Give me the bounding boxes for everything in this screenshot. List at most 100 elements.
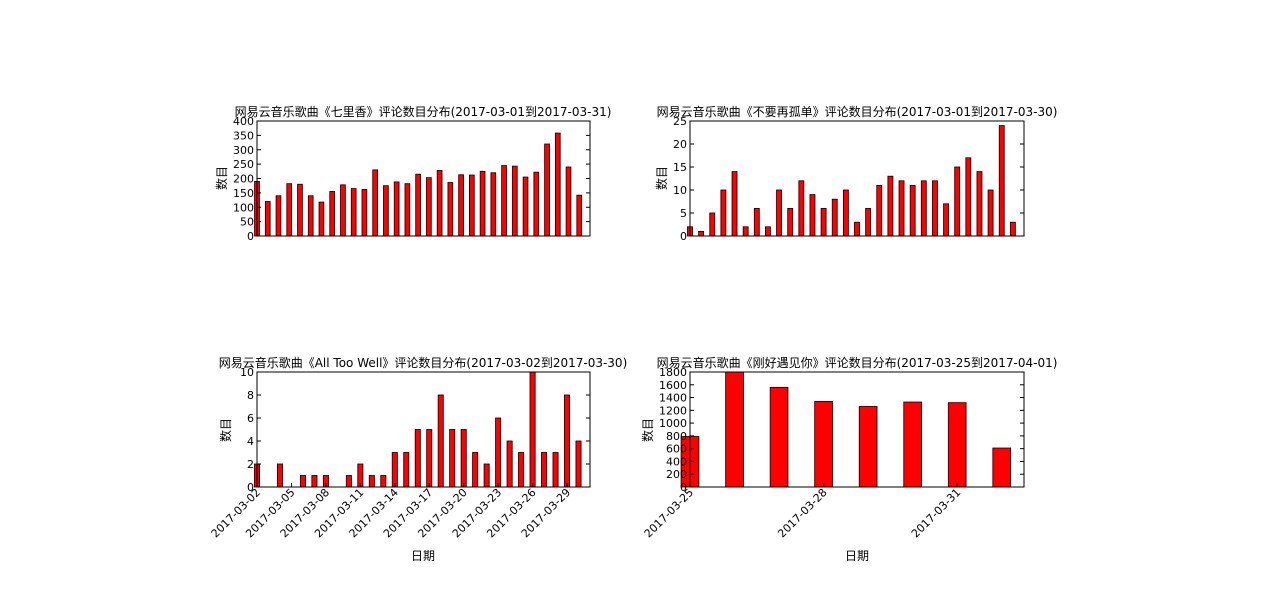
axes-frame — [689, 120, 1025, 237]
bar — [506, 440, 513, 488]
bar — [393, 181, 400, 237]
bar — [831, 198, 838, 237]
y-tick-label: 150 — [233, 187, 254, 200]
y-tick-label: 6 — [247, 412, 254, 425]
chart-title: 网易云音乐歌曲《不要再孤单》评论数目分布(2017-03-01到2017-03-… — [657, 104, 1058, 119]
bar — [909, 184, 916, 237]
bar — [541, 452, 548, 488]
chart-qilixiang: 网易云音乐歌曲《七里香》评论数目分布(2017-03-01到2017-03-31… — [214, 104, 611, 243]
y-tick-label: 100 — [233, 201, 254, 214]
bar — [865, 207, 872, 237]
y-tick-label: 25 — [673, 115, 687, 128]
bar — [947, 402, 967, 488]
bar — [414, 429, 421, 488]
bar — [318, 201, 325, 237]
bar — [380, 475, 387, 488]
y-axis-label: 数目 — [654, 166, 669, 190]
bar — [460, 429, 467, 488]
bar — [887, 175, 894, 237]
bar — [307, 195, 314, 237]
bar — [943, 203, 949, 237]
bar — [554, 132, 561, 237]
y-tick-label: 5 — [680, 207, 687, 220]
bar — [576, 194, 583, 237]
bar — [765, 226, 771, 237]
bar — [575, 440, 582, 488]
bar — [458, 174, 464, 237]
y-tick-label: 0 — [680, 481, 687, 494]
bar — [276, 463, 283, 488]
bar — [798, 180, 805, 237]
bar — [920, 180, 927, 237]
bar — [814, 400, 833, 488]
bar — [479, 170, 486, 237]
bar — [518, 452, 525, 488]
bar — [725, 371, 744, 488]
bar — [483, 463, 490, 488]
y-tick-label: 400 — [233, 115, 254, 128]
bar — [522, 176, 529, 237]
bar — [469, 174, 475, 237]
bar — [533, 171, 540, 237]
x-tick-label: 2017-03-25 — [642, 486, 696, 540]
bar — [842, 189, 849, 237]
bar — [954, 166, 961, 237]
bar — [731, 171, 738, 237]
bar — [742, 226, 749, 237]
bar — [391, 452, 398, 488]
bar — [426, 177, 432, 237]
bar — [383, 185, 389, 237]
bar — [1009, 221, 1016, 237]
chart-title: 网易云音乐歌曲《七里香》评论数目分布(2017-03-01到2017-03-31… — [235, 104, 612, 119]
bar — [987, 189, 994, 237]
chart-title: 网易云音乐歌曲《刚好遇见你》评论数目分布(2017-03-25到2017-04-… — [657, 355, 1058, 370]
y-tick-label: 1200 — [659, 404, 687, 417]
bar — [490, 172, 497, 237]
y-tick-label: 400 — [666, 455, 687, 468]
bar — [903, 401, 922, 488]
bar — [501, 165, 507, 237]
x-axis-label: 日期 — [845, 549, 869, 563]
chart-ganghaoyujianni: 网易云音乐歌曲《刚好遇见你》评论数目分布(2017-03-25到2017-04-… — [640, 355, 1057, 563]
bar — [403, 452, 410, 488]
bar — [564, 394, 571, 488]
y-tick-label: 10 — [240, 366, 254, 379]
bar — [552, 452, 559, 488]
bar — [709, 212, 716, 237]
bar — [426, 429, 433, 488]
bar — [565, 166, 572, 237]
y-tick-label: 200 — [233, 173, 254, 186]
bar — [932, 180, 938, 237]
x-tick-label: 2017-03-31 — [909, 486, 963, 540]
y-tick-label: 300 — [233, 144, 254, 157]
bar — [329, 191, 336, 237]
y-tick-label: 1000 — [659, 417, 687, 430]
bar — [720, 189, 727, 237]
y-tick-label: 0 — [680, 230, 687, 243]
bar — [898, 180, 905, 237]
chart-all-too-well: 网易云音乐歌曲《All Too Well》评论数目分布(2017-03-02到2… — [209, 355, 628, 563]
y-axis-label: 数目 — [218, 418, 233, 442]
bar — [286, 183, 293, 237]
bar — [436, 170, 443, 237]
bar — [495, 417, 502, 488]
axes-frame — [256, 120, 591, 237]
chart-title: 网易云音乐歌曲《All Too Well》评论数目分布(2017-03-02到2… — [219, 355, 628, 370]
chart-buyaozaigudan: 网易云音乐歌曲《不要再孤单》评论数目分布(2017-03-01到2017-03-… — [654, 104, 1057, 243]
x-axis-label: 日期 — [411, 549, 435, 563]
bar — [854, 221, 860, 237]
y-tick-label: 8 — [247, 389, 254, 402]
bar — [472, 452, 479, 488]
axes-frame — [689, 371, 1025, 488]
bar — [544, 143, 550, 237]
bar — [698, 230, 705, 237]
y-tick-label: 350 — [233, 129, 254, 142]
bar — [275, 195, 282, 237]
bar — [776, 189, 782, 237]
y-tick-label: 20 — [673, 138, 687, 151]
y-tick-label: 600 — [666, 443, 687, 456]
y-tick-label: 0 — [247, 230, 254, 243]
bar — [858, 406, 878, 488]
y-tick-label: 200 — [666, 468, 687, 481]
